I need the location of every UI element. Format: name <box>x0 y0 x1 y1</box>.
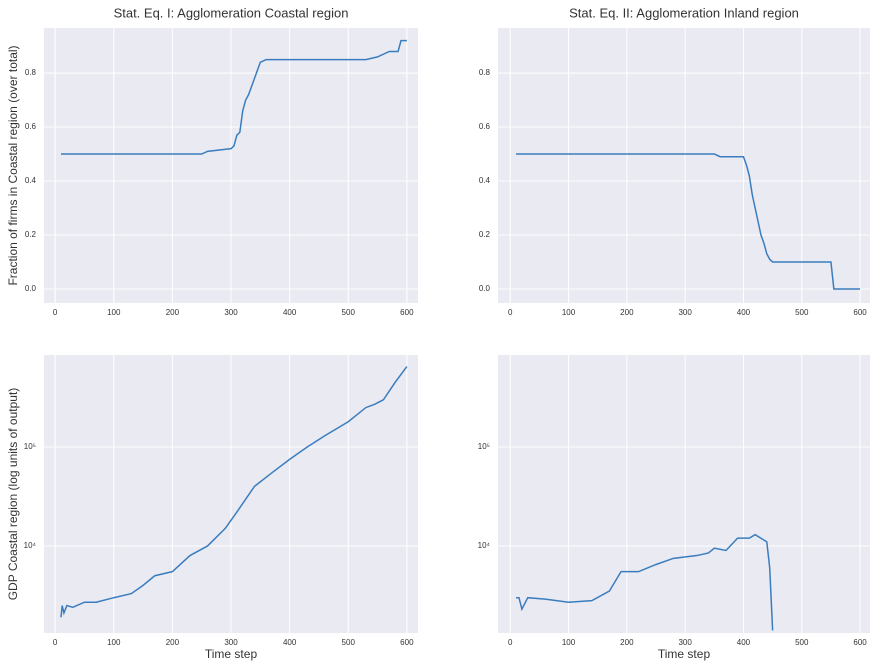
x-tick-label: 200 <box>166 638 180 647</box>
x-tick-label: 0 <box>53 308 58 317</box>
x-tick-label: 100 <box>107 638 121 647</box>
x-tick-label: 400 <box>737 308 751 317</box>
x-tick-label: 500 <box>795 308 809 317</box>
y-tick-label: 10⁴ <box>478 541 491 550</box>
x-tick-label: 400 <box>283 638 297 647</box>
data-line <box>516 533 774 631</box>
y-tick-label: 0.4 <box>479 176 491 185</box>
x-tick-label: 0 <box>508 308 513 317</box>
x-tick-label: 100 <box>107 308 121 317</box>
x-tick-label: 600 <box>853 638 867 647</box>
x-tick-label: 200 <box>620 308 634 317</box>
chart-title: Stat. Eq. I: Agglomeration Coastal regio… <box>114 5 349 20</box>
y-tick-label: 0.8 <box>25 68 37 77</box>
x-tick-label: 500 <box>795 638 809 647</box>
x-tick-label: 500 <box>342 638 356 647</box>
chart-title: Stat. Eq. II: Agglomeration Inland regio… <box>569 5 799 20</box>
y-axis-label: GDP Coastal region (log units of output) <box>6 388 20 601</box>
x-tick-label: 300 <box>678 308 692 317</box>
y-tick-label: 0.8 <box>479 68 491 77</box>
y-tick-label: 10⁵ <box>478 442 490 451</box>
x-tick-label: 400 <box>283 308 297 317</box>
x-tick-label: 300 <box>224 638 238 647</box>
plot-area <box>498 28 870 303</box>
y-tick-label: 0.4 <box>25 176 37 185</box>
x-tick-label: 100 <box>562 308 576 317</box>
x-tick-label: 100 <box>562 638 576 647</box>
x-tick-label: 200 <box>166 308 180 317</box>
y-tick-label: 10⁴ <box>24 541 37 550</box>
x-tick-label: 600 <box>400 638 414 647</box>
y-tick-label: 0.2 <box>479 230 491 239</box>
y-tick-label: 10⁵ <box>24 442 36 451</box>
y-axis-label: Fraction of firms in Coastal region (ove… <box>6 45 20 285</box>
y-tick-label: 0.2 <box>25 230 37 239</box>
y-tick-label: 0.0 <box>479 284 491 293</box>
x-tick-label: 500 <box>342 308 356 317</box>
x-tick-label: 0 <box>508 638 513 647</box>
plot-area <box>498 355 870 633</box>
y-tick-label: 0.6 <box>25 122 37 131</box>
x-tick-label: 0 <box>53 638 58 647</box>
x-axis-label: Time step <box>658 647 711 661</box>
data-line <box>61 39 407 155</box>
x-tick-label: 200 <box>620 638 634 647</box>
y-tick-label: 0.0 <box>25 284 37 293</box>
x-tick-label: 300 <box>224 308 238 317</box>
y-tick-label: 0.6 <box>479 122 491 131</box>
x-tick-label: 600 <box>400 308 414 317</box>
data-line <box>516 153 861 290</box>
x-tick-label: 400 <box>737 638 751 647</box>
x-tick-label: 600 <box>853 308 867 317</box>
data-line <box>60 366 408 618</box>
x-tick-label: 300 <box>678 638 692 647</box>
x-axis-label: Time step <box>205 647 258 661</box>
